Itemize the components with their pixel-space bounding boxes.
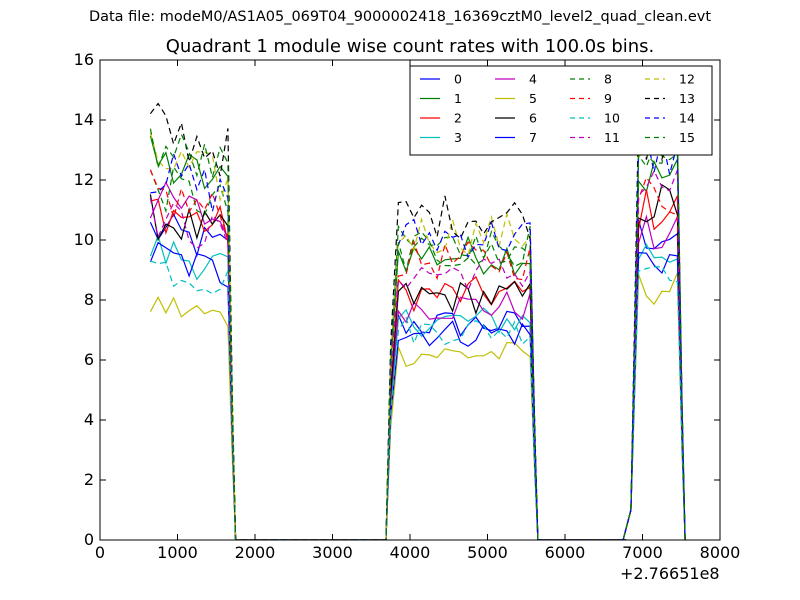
- x-tick-label: 5000: [467, 543, 508, 562]
- x-tick-label: 0: [95, 543, 105, 562]
- legend-label-7: 7: [529, 130, 537, 145]
- legend-label-9: 9: [604, 91, 612, 106]
- y-tick-label: 14: [74, 110, 94, 129]
- series-line-9: [149, 169, 686, 540]
- series-line-15: [149, 124, 686, 540]
- legend-label-0: 0: [454, 72, 462, 87]
- legend-label-5: 5: [529, 91, 537, 106]
- legend-label-14: 14: [679, 111, 695, 126]
- series-layer: [149, 102, 686, 540]
- legend-label-15: 15: [679, 130, 695, 145]
- legend-label-8: 8: [604, 72, 612, 87]
- x-tick-label: 1000: [157, 543, 198, 562]
- y-tick-label: 2: [84, 470, 94, 489]
- legend-label-13: 13: [679, 91, 695, 106]
- legend-label-1: 1: [454, 91, 462, 106]
- figure-suptitle: Data file: modeM0/AS1A05_069T04_90000024…: [88, 9, 712, 25]
- x-tick-label: 7000: [622, 543, 663, 562]
- legend-box: [409, 65, 713, 156]
- y-tick-label: 12: [74, 170, 94, 189]
- legend-label-12: 12: [679, 72, 695, 87]
- x-tick-label: 4000: [390, 543, 431, 562]
- y-tick-label: 8: [84, 290, 94, 309]
- series-line-8: [149, 145, 686, 540]
- y-tick-label: 6: [84, 350, 94, 369]
- x-tick-label: 3000: [312, 543, 353, 562]
- series-line-10: [150, 260, 686, 540]
- x-tick-label: 2000: [235, 543, 276, 562]
- y-tick-label: 4: [84, 410, 94, 429]
- chart-title: Quadrant 1 module wise count rates with …: [165, 36, 655, 57]
- legend-label-6: 6: [529, 111, 537, 126]
- x-tick-label: 8000: [700, 543, 741, 562]
- x-axis-offset-label: +2.76651e8: [620, 564, 720, 583]
- y-tick-label: 10: [74, 230, 94, 249]
- x-tick-label: 6000: [545, 543, 586, 562]
- y-tick-label: 16: [74, 50, 94, 69]
- axes-layer: 0 1000 2000 3000 4000 5000 6000 7000 80000246810…: [74, 50, 741, 562]
- legend-label-3: 3: [454, 130, 462, 145]
- y-tick-label: 0: [84, 530, 94, 549]
- legend-label-2: 2: [454, 111, 462, 126]
- legend-label-4: 4: [529, 72, 537, 87]
- legend-label-10: 10: [604, 111, 620, 126]
- legend-label-11: 11: [604, 130, 620, 145]
